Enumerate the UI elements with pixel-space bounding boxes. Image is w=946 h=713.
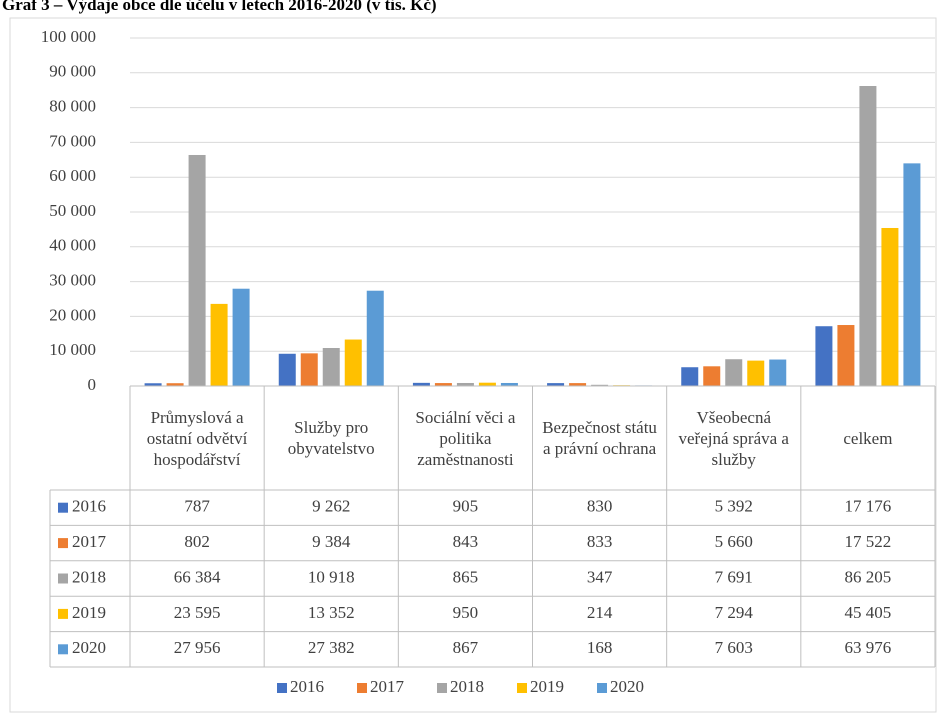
category-label: Služby pro obyvatelstvo: [287, 418, 375, 458]
bar: [144, 383, 162, 386]
bar: [322, 348, 340, 386]
table-value: 17 522: [845, 532, 892, 551]
table-value: 865: [453, 567, 479, 586]
table-value: 63 976: [845, 638, 892, 657]
y-tick-label: 10 000: [49, 340, 96, 359]
table-value: 830: [587, 497, 613, 516]
bar: [434, 383, 452, 386]
table-value: 10 918: [308, 567, 355, 586]
y-tick-label: 60 000: [49, 166, 96, 185]
chart-title: Graf 3 – Výdaje obce dle účelu v letech …: [2, 0, 437, 14]
bar: [815, 326, 833, 386]
y-tick-label: 100 000: [41, 27, 96, 46]
table-value: 802: [184, 532, 210, 551]
bar: [703, 366, 721, 386]
bar: [769, 359, 787, 386]
legend-key: [597, 683, 607, 693]
bar: [300, 353, 318, 386]
table-value: 17 176: [845, 497, 892, 516]
legend-key: [357, 683, 367, 693]
bar: [166, 383, 184, 386]
table-value: 86 205: [845, 567, 892, 586]
bar: [903, 163, 921, 386]
table-value: 7 603: [715, 638, 753, 657]
table-value: 27 956: [174, 638, 221, 657]
bar: [547, 383, 565, 386]
legend-label: 2019: [530, 677, 564, 696]
legend-key: [437, 683, 447, 693]
y-tick-label: 0: [88, 375, 97, 394]
table-value: 867: [453, 638, 479, 657]
category-label: Sociální věci a politika zaměstnanosti: [415, 407, 516, 469]
y-tick-label: 90 000: [49, 62, 96, 81]
y-tick-label: 40 000: [49, 236, 96, 255]
table-value: 347: [587, 567, 613, 586]
y-tick-label: 20 000: [49, 305, 96, 324]
legend-key: [58, 608, 68, 619]
table-value: 214: [587, 603, 613, 622]
legend-key: [58, 573, 68, 584]
table-value: 843: [453, 532, 479, 551]
row-label: 2020: [72, 638, 106, 657]
bar: [278, 353, 296, 386]
row-label: 2018: [72, 567, 106, 586]
table-value: 168: [587, 638, 613, 657]
table-value: 833: [587, 532, 613, 551]
bar: [456, 382, 474, 386]
bar: [478, 382, 496, 386]
bar: [747, 360, 765, 386]
category-label: celkem: [843, 428, 893, 448]
bar: [725, 359, 743, 386]
table-value: 5 660: [715, 532, 753, 551]
legend-key: [517, 683, 527, 693]
bar: [591, 384, 609, 386]
legend-key: [277, 683, 287, 693]
table-value: 13 352: [308, 603, 355, 622]
chart-border: [9, 17, 937, 713]
legend-label: 2018: [450, 677, 484, 696]
legend-label: 2017: [370, 677, 405, 696]
legend-label: 2020: [610, 677, 644, 696]
table-value: 9 262: [312, 497, 350, 516]
bar: [837, 325, 855, 386]
bar: [366, 290, 384, 386]
bar: [232, 288, 250, 386]
table-value: 7 294: [715, 603, 754, 622]
bar: [344, 339, 362, 386]
bar: [210, 303, 228, 386]
legend-label: 2016: [290, 677, 324, 696]
table-value: 45 405: [845, 603, 892, 622]
category-label: Bezpečnost státu a právní ochrana: [542, 418, 657, 458]
bar: [412, 382, 430, 386]
bar: [881, 227, 899, 386]
legend-key: [58, 538, 68, 549]
y-tick-label: 30 000: [49, 271, 96, 290]
table-value: 905: [453, 497, 479, 516]
bar: [681, 367, 699, 386]
bar: [188, 154, 206, 386]
table-value: 787: [184, 497, 210, 516]
table-value: 27 382: [308, 638, 355, 657]
category-label: Všeobecná veřejná správa a služby: [678, 407, 789, 469]
table-value: 9 384: [312, 532, 351, 551]
table-value: 950: [453, 603, 479, 622]
legend-key: [58, 502, 68, 513]
y-tick-label: 70 000: [49, 131, 96, 150]
y-tick-label: 80 000: [49, 97, 96, 116]
table-value: 23 595: [174, 603, 221, 622]
table-value: 7 691: [715, 567, 753, 586]
y-tick-label: 50 000: [49, 201, 96, 220]
bar: [500, 382, 518, 386]
row-label: 2019: [72, 603, 106, 622]
table-value: 66 384: [174, 567, 221, 586]
category-label: Průmyslová a ostatní odvětví hospodářstv…: [146, 407, 248, 469]
table-value: 5 392: [715, 497, 753, 516]
bar: [859, 86, 877, 387]
row-label: 2016: [72, 497, 106, 516]
legend-key: [58, 644, 68, 655]
row-label: 2017: [72, 532, 107, 551]
bar: [569, 383, 587, 386]
